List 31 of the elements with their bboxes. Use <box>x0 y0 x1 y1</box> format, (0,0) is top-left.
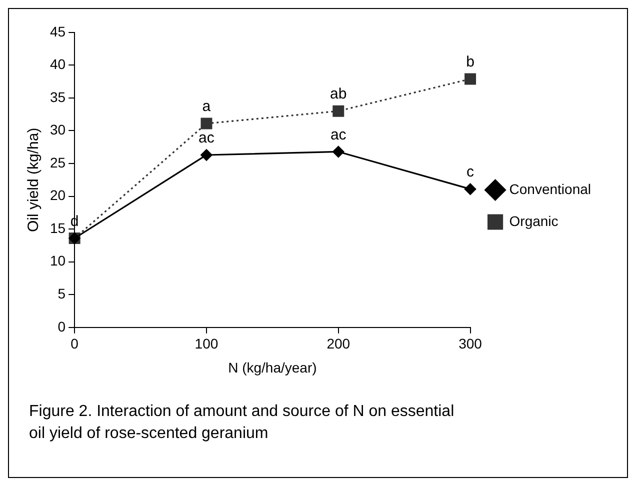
annotation: c <box>466 164 475 181</box>
point <box>464 183 476 195</box>
x-axis-title: N (kg/ha/year) <box>228 359 317 376</box>
point <box>200 149 212 161</box>
annotation: ab <box>330 86 347 103</box>
annotation: b <box>466 54 474 71</box>
y-tick-label: 25 <box>50 154 66 170</box>
annotation: ac <box>330 126 347 144</box>
point <box>464 73 476 85</box>
y-tick-label: 15 <box>50 220 66 236</box>
y-tick-label: 20 <box>50 187 66 204</box>
y-tick-label: 10 <box>50 252 66 269</box>
y-tick-label: 5 <box>58 285 66 302</box>
annotation: ac <box>198 130 215 147</box>
point <box>332 146 344 158</box>
x-tick-label: 300 <box>458 336 482 352</box>
point <box>332 105 344 117</box>
legend-label: Organic <box>509 212 558 229</box>
y-tick-label: 30 <box>50 122 66 138</box>
y-tick-label: 35 <box>50 88 66 105</box>
point <box>200 118 212 130</box>
y-tick-label: 0 <box>58 318 66 334</box>
x-tick-label: 200 <box>326 336 350 352</box>
y-axis-title: Oil yield (kg/ha) <box>25 128 42 232</box>
y-tick-label: 40 <box>50 56 66 72</box>
y-tick-label: 45 <box>50 23 66 40</box>
legend-label: Conventional <box>509 180 592 197</box>
annotation: a <box>202 98 212 116</box>
caption: Figure 2. Interaction of amount and source of N on essential oil yield of rose-scented geranium <box>29 402 456 444</box>
x-tick-label: 0 <box>70 336 79 352</box>
x-tick-label: 100 <box>194 336 218 352</box>
